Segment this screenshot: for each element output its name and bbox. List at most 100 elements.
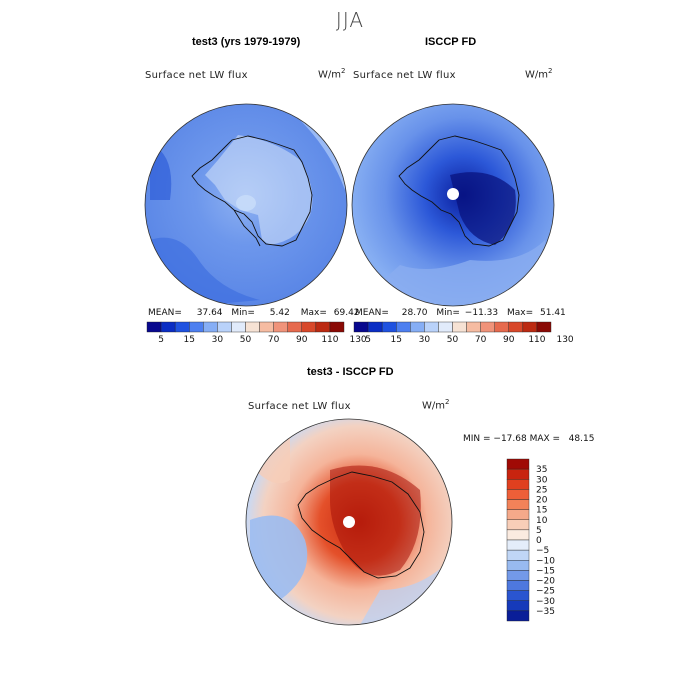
colorbar-diff-box [506,600,530,612]
colorbar-model-box [287,321,302,333]
colorbar-model-label: 50 [240,335,252,345]
season-title: JJA [335,8,365,32]
colorbar-diff-box [506,610,530,622]
colorbar-obs-label: 110 [528,335,545,345]
colorbar-diff-box [506,519,530,531]
colorbar-model-box [146,321,162,333]
colorbar-obs-box [494,321,509,333]
panel1-max-value: 69.42 [333,308,360,318]
colorbar-diff-label: 30 [536,475,548,485]
colorbar-model-label: 15 [183,335,194,345]
colorbar-diff-box [506,468,530,480]
colorbar-model-box [301,321,317,333]
colorbar-diff-label: 15 [536,506,547,516]
colorbar-diff-box [506,509,530,520]
colorbar-obs-label: 15 [390,335,401,345]
colorbar-obs-label: 30 [419,335,431,345]
colorbar-diff-label: −35 [536,607,555,617]
colorbar-model-label: 30 [212,335,224,345]
colorbar-obs-box [466,321,481,333]
panel2-min-value: −11.33 [464,308,499,318]
colorbar-model-box [245,321,260,333]
colorbar-obs-label: 50 [447,335,459,345]
colorbar-diff-label: −25 [536,587,555,597]
colorbar-diff-box [506,479,530,490]
panel2-mean-value: 28.70 [401,308,428,318]
colorbar-obs: 5 15 30 50 70 90 110 130 [353,321,574,345]
panel1-max-label: Max= [300,308,327,318]
colorbar-diff-label: 35 [536,465,547,475]
colorbar-diff-box [506,529,530,541]
panel1-units: W/m2 [318,67,346,81]
colorbar-obs-box [508,321,524,333]
colorbar-diff-label: 5 [536,526,542,536]
colorbar-model-box [160,321,176,333]
panel2-variable: Surface net LW flux [353,70,456,81]
panel2-title: ISCCP FD [425,36,477,48]
colorbar-diff-box [506,549,530,561]
colorbar-diff-label: −20 [536,577,555,587]
colorbar-model-box [203,321,218,333]
colorbar-model-box [315,321,331,333]
colorbar-obs-label: 70 [475,335,487,345]
map-obs-coastline [398,135,520,247]
map-obs-pole-hole [447,188,459,200]
colorbar-model-label: 130 [349,335,366,345]
colorbar-model-box [189,321,204,333]
panel3-units: W/m2 [422,398,450,412]
panel2-stats: MEAN= 28.70 Min= −11.33 Max= 51.41 [355,308,566,318]
colorbar-diff-box [506,499,530,510]
panel1-title: test3 (yrs 1979-1979) [192,36,301,48]
panel3-minmax: MIN = −17.68 MAX = 48.15 [463,434,595,444]
panel2-units: W/m2 [525,67,553,81]
colorbar-diff-box [506,560,530,571]
colorbar-diff-box [506,570,530,581]
map-diff-border [245,418,453,626]
panel2-min-label: Min= [436,308,460,318]
colorbar-obs-label: 90 [503,335,515,345]
map-model [145,104,347,306]
colorbar-model-label: 70 [268,335,280,345]
panel1-variable: Surface net LW flux [145,70,248,81]
panel2-max-label: Max= [506,308,534,318]
colorbar-model-box [273,321,288,333]
colorbar-obs-box [424,321,439,333]
panel2-mean-label: MEAN= [355,308,389,318]
colorbar-model-box [329,321,345,333]
colorbar-diff-label: −30 [536,597,555,607]
map-obs [352,104,554,306]
colorbar-diff-label: 20 [536,496,548,506]
colorbar-diff-label: 0 [536,536,542,546]
colorbar-model-box [174,321,190,333]
colorbar-obs-box [396,321,411,333]
colorbar-model-label: 110 [321,335,338,345]
map-obs-border [351,103,555,307]
colorbar-obs-box [353,321,369,333]
map-diff-pole-hole [343,516,355,528]
colorbar-diff-label: −10 [536,556,555,566]
colorbar-obs-label: 5 [365,335,371,345]
panel1-mean-value: 37.64 [196,308,223,318]
colorbar-obs-box [438,321,453,333]
colorbar-model-box [259,321,274,333]
panel1-min-label: Min= [231,308,255,318]
colorbar-obs-box [522,321,538,333]
colorbar-model-box [217,321,232,333]
panel3-title: test3 - ISCCP FD [307,366,394,378]
colorbar-diff-label: −5 [536,546,549,556]
colorbar-model-box [231,321,246,333]
map-model-coastline [191,135,313,247]
panel1-mean-label: MEAN= [148,308,182,318]
panel1-stats: MEAN= 37.64 Min= 5.42 Max= 69.42 [148,308,360,318]
colorbar-diff-box [506,539,530,551]
colorbar-obs-box [480,321,495,333]
colorbar-diff-box [506,489,530,500]
colorbar-diff-label: 25 [536,485,547,495]
panel2-max-value: 51.41 [540,308,566,318]
colorbar-diff-label: 10 [536,516,548,526]
colorbar-obs-box [452,321,467,333]
colorbar-obs-box [367,321,383,333]
colorbar-diff-box [506,590,530,601]
